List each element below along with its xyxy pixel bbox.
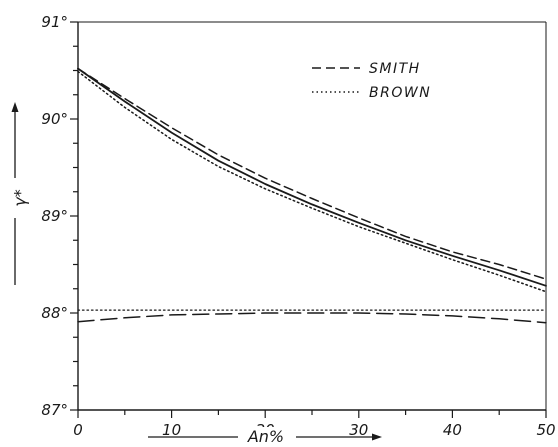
y-tick-label: 88° — [41, 304, 68, 322]
y-axis-ticks: 87° 88° 89° 90° 91° — [41, 13, 78, 419]
series-group — [77, 67, 547, 324]
x-tick-label: 10 — [162, 421, 181, 439]
y-axis-arrowhead — [11, 102, 19, 112]
legend-label-smith: SMITH — [369, 61, 421, 77]
x-tick-label: 30 — [349, 421, 368, 439]
series-line-long-dashed — [77, 312, 547, 324]
series-line-solid — [77, 67, 547, 287]
series-line-brown — [77, 70, 547, 293]
x-tick-label: 0 — [73, 421, 83, 439]
y-axis-label: γ* — [11, 189, 30, 206]
y-axis-label-group: γ* — [11, 102, 30, 285]
plot-frame — [77, 21, 547, 411]
x-axis-arrowhead — [372, 433, 382, 441]
y-tick-label: 91° — [41, 13, 68, 31]
x-axis-ticks: 01020304050 — [73, 410, 556, 439]
x-tick-label: 40 — [443, 421, 462, 439]
y-tick-label: 89° — [41, 207, 68, 225]
legend: SMITH BROWN — [312, 61, 431, 101]
x-axis-label: An% — [247, 427, 284, 446]
series-line-smith — [77, 67, 547, 280]
x-axis-label-gap — [238, 427, 296, 445]
legend-label-brown: BROWN — [369, 85, 431, 101]
x-tick-label: 50 — [536, 421, 555, 439]
y-tick-label: 87° — [41, 401, 68, 419]
x-axis-label-group: An% — [148, 427, 382, 446]
y-tick-label: 90° — [41, 110, 68, 128]
